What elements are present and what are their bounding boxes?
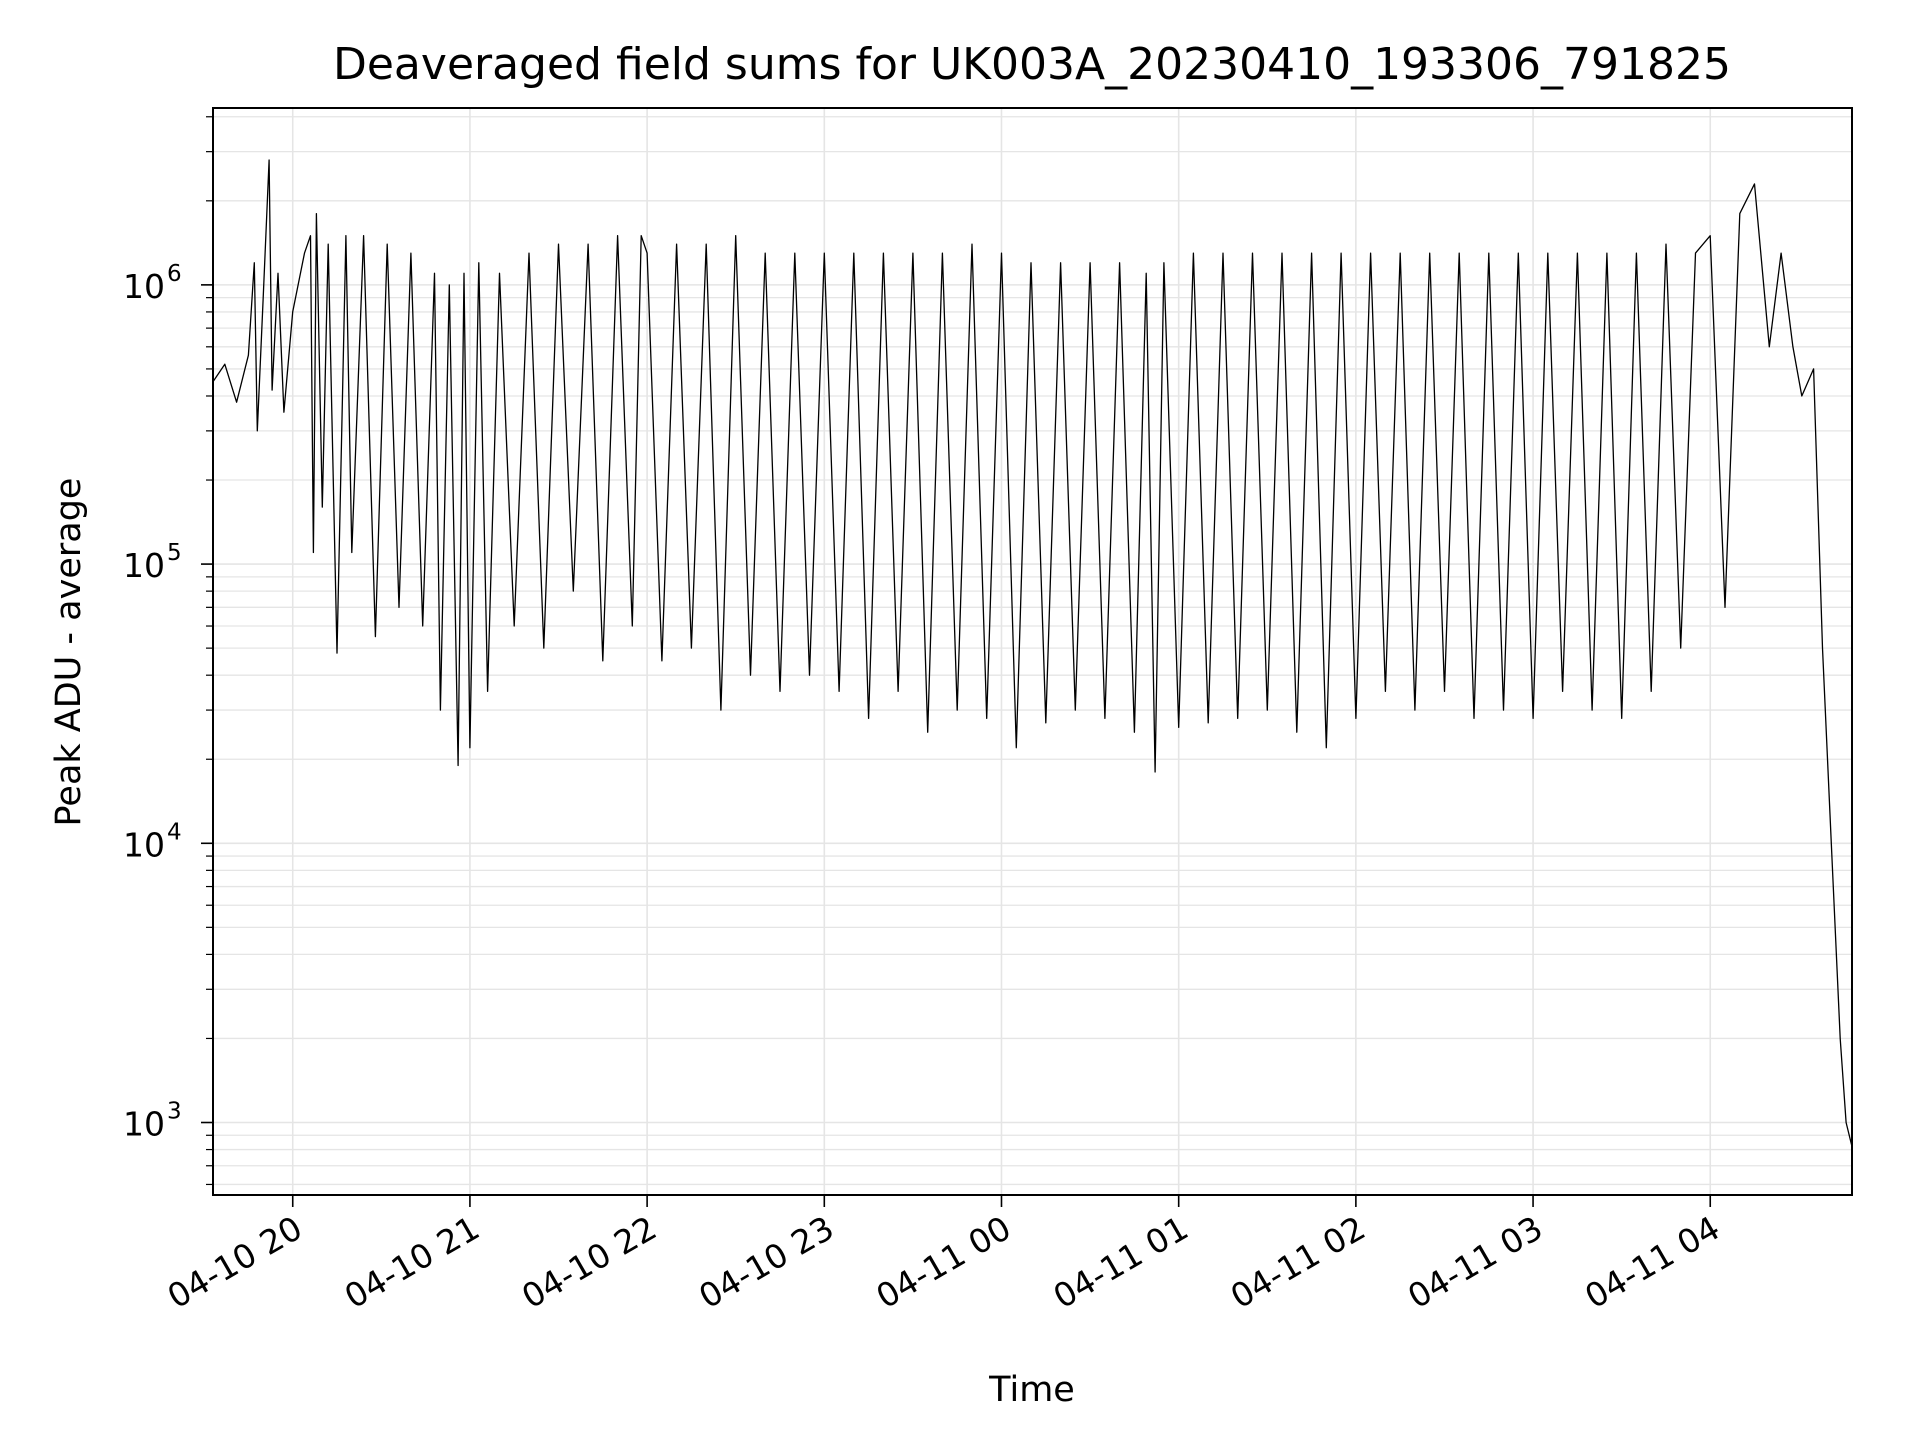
x-tick-label: 04-11 03 — [1401, 1208, 1549, 1316]
y-tick-label: 10 5 — [123, 540, 182, 585]
y-tick-base: 10 — [123, 267, 165, 306]
x-tick-label: 04-10 22 — [515, 1208, 663, 1316]
y-tick-label: 10 6 — [123, 261, 182, 306]
y-tick-exponent: 3 — [167, 1099, 182, 1125]
y-tick-base: 10 — [123, 546, 165, 585]
x-tick-label: 04-11 00 — [869, 1208, 1017, 1316]
y-axis-label: Peak ADU - average — [49, 478, 89, 827]
x-tick-label: 04-11 02 — [1224, 1208, 1372, 1316]
y-tick-base: 10 — [123, 1105, 165, 1144]
y-tick-exponent: 6 — [167, 261, 182, 287]
x-tick-label: 04-10 20 — [161, 1208, 309, 1316]
y-tick-exponent: 5 — [167, 540, 182, 566]
y-tick-base: 10 — [123, 825, 165, 864]
x-tick-label: 04-10 23 — [692, 1208, 840, 1316]
x-axis: 04-10 20 04-10 21 04-10 22 04-10 23 04-11 00… — [161, 1195, 1726, 1316]
y-tick-label: 10 3 — [123, 1099, 182, 1144]
y-tick-exponent: 4 — [167, 819, 182, 845]
y-tick-label: 10 4 — [123, 819, 182, 864]
x-tick-label: 04-11 04 — [1578, 1208, 1726, 1316]
x-axis-label: Time — [988, 1370, 1075, 1410]
chart-title: Deaveraged field sums for UK003A_2023041… — [333, 39, 1731, 90]
x-tick-label: 04-10 21 — [338, 1208, 486, 1316]
x-tick-label: 04-11 01 — [1047, 1208, 1195, 1316]
series-line — [212, 159, 1853, 1147]
plot-frame — [212, 107, 1853, 1196]
